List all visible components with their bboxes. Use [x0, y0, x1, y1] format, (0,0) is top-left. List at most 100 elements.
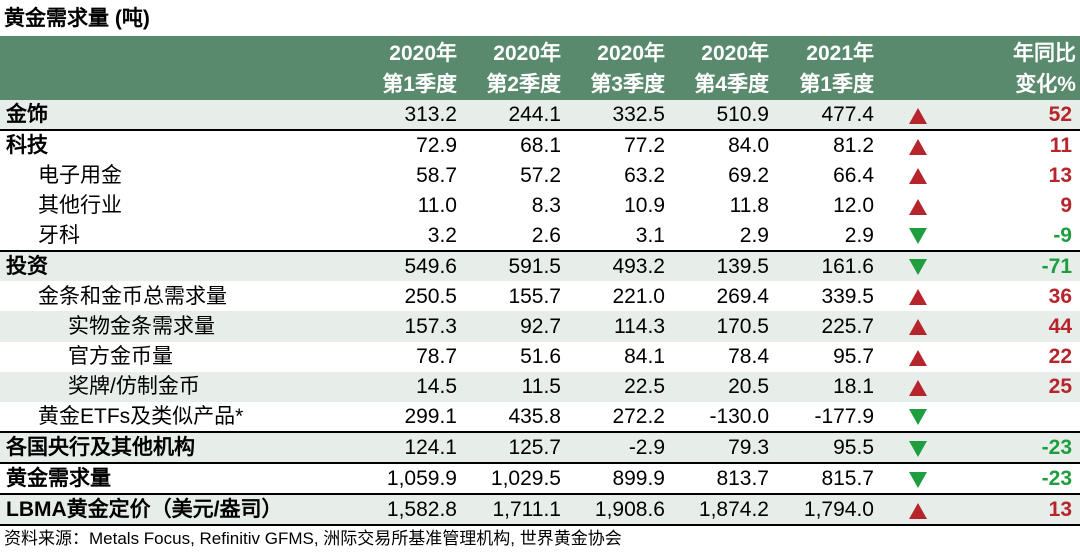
value-cell: 155.7 [508, 284, 561, 308]
value-cell: 1,711.1 [461, 493, 565, 527]
header-col-4: 2020年 第4季度 [694, 42, 769, 96]
value-cell: 63.2 [624, 163, 665, 187]
value-cell: 2.9 [844, 223, 874, 247]
value-cell: 815.7 [773, 462, 878, 495]
value-cell: 250.5 [404, 284, 457, 308]
table-row: 牙科 3.2 2.6 3.1 2.9 2.9 -9 [0, 221, 1080, 251]
value-cell: 79.3 [669, 431, 773, 464]
value-cell: 299.1 [404, 404, 457, 428]
triangle-up-icon [909, 198, 927, 215]
triangle-down-icon [909, 471, 927, 488]
table-row: 实物金条需求量 157.3 92.7 114.3 170.5 225.7 44 [0, 311, 1080, 342]
value-cell: 2.6 [531, 223, 561, 247]
trend-arrow-cell [878, 372, 958, 402]
value-cell: 1,582.8 [357, 493, 461, 527]
yoy-change-cell: 36 [1048, 284, 1072, 308]
value-cell: 78.4 [728, 345, 769, 369]
header-row: 2020年 第1季度 2020年 第2季度 2020年 第3季度 2020年 第4季度 … [0, 36, 1080, 100]
value-cell: 72.9 [357, 129, 461, 161]
value-cell: 225.7 [821, 314, 874, 338]
triangle-up-icon [909, 319, 927, 336]
value-cell: 1,029.5 [461, 462, 565, 495]
value-cell: 269.4 [716, 284, 769, 308]
yoy-change-cell: 22 [1048, 345, 1072, 369]
trend-arrow-cell [878, 160, 958, 190]
trend-arrow-cell [878, 402, 958, 432]
row-label: 牙科 [38, 223, 80, 247]
value-cell: 3.1 [635, 223, 665, 247]
table-row: LBMA黄金定价（美元/盎司） 1,582.8 1,711.1 1,908.6 1,87… [0, 493, 1080, 527]
triangle-up-icon [909, 379, 927, 396]
value-cell: 1,059.9 [357, 462, 461, 495]
yoy-change-cell: 13 [1048, 163, 1072, 187]
trend-arrow-cell [878, 100, 958, 130]
value-cell: 8.3 [531, 194, 561, 218]
value-cell: 549.6 [357, 249, 461, 282]
value-cell: 92.7 [520, 314, 561, 338]
yoy-change-cell: -71 [958, 249, 1080, 282]
yoy-change-cell: 44 [1048, 314, 1072, 338]
value-cell: 139.5 [669, 249, 773, 282]
value-cell: 272.2 [612, 404, 665, 428]
triangle-up-icon [909, 289, 927, 306]
value-cell: 813.7 [669, 462, 773, 495]
value-cell: 157.3 [404, 314, 457, 338]
value-cell: 22.5 [624, 375, 665, 399]
trend-arrow-cell [878, 462, 958, 495]
table-row: 黄金需求量 1,059.9 1,029.5 899.9 813.7 815.7 -23 [0, 462, 1080, 495]
row-label: 投资 [0, 249, 357, 282]
value-cell: 11.5 [521, 375, 561, 399]
triangle-down-icon [909, 409, 927, 426]
value-cell: 510.9 [716, 103, 769, 127]
triangle-up-icon [909, 138, 927, 155]
header-arrow-cell [878, 36, 958, 100]
value-cell: 11.8 [729, 194, 769, 218]
value-cell: 11.0 [417, 194, 457, 218]
value-cell: 114.3 [614, 314, 665, 338]
yoy-change-cell: 9 [1060, 194, 1072, 218]
trend-arrow-cell [878, 191, 958, 221]
value-cell: 591.5 [461, 249, 565, 282]
value-cell: 57.2 [520, 163, 561, 187]
row-label: 黄金ETFs及类似产品* [38, 404, 244, 428]
gold-demand-table: 2020年 第1季度 2020年 第2季度 2020年 第3季度 2020年 第4季度 … [0, 36, 1080, 527]
value-cell: 78.7 [416, 345, 457, 369]
value-cell: 51.6 [520, 345, 561, 369]
table-row: 科技 72.9 68.1 77.2 84.0 81.2 11 [0, 129, 1080, 161]
row-label: 金饰 [6, 103, 48, 127]
value-cell: 77.2 [565, 129, 669, 161]
value-cell: 20.5 [728, 375, 769, 399]
value-cell: 899.9 [565, 462, 669, 495]
table-title: 黄金需求量 (吨) [4, 7, 150, 30]
value-cell: 332.5 [612, 103, 665, 127]
triangle-up-icon [909, 349, 927, 366]
trend-arrow-cell [878, 431, 958, 464]
trend-arrow-cell [878, 129, 958, 161]
table-row: 金饰 313.2 244.1 332.5 510.9 477.4 52 [0, 100, 1080, 131]
value-cell: -2.9 [565, 431, 669, 464]
table-row: 其他行业 11.0 8.3 10.9 11.8 12.0 9 [0, 191, 1080, 221]
triangle-down-icon [909, 440, 927, 457]
header-col-5: 2021年 第1季度 [799, 42, 874, 96]
value-cell: 339.5 [821, 284, 874, 308]
value-cell: 69.2 [728, 163, 769, 187]
table-row: 投资 549.6 591.5 493.2 139.5 161.6 -71 [0, 249, 1080, 282]
trend-arrow-cell [878, 281, 958, 311]
yoy-change-cell: 13 [958, 493, 1080, 527]
value-cell: 66.4 [833, 163, 874, 187]
value-cell: 1,874.2 [669, 493, 773, 527]
value-cell: 477.4 [821, 103, 874, 127]
yoy-change-cell: -23 [958, 462, 1080, 495]
triangle-up-icon [909, 168, 927, 185]
yoy-change-cell [958, 402, 1080, 432]
row-label: 实物金条需求量 [68, 314, 215, 338]
trend-arrow-cell [878, 221, 958, 251]
trend-arrow-cell [878, 249, 958, 282]
header-col-1: 2020年 第1季度 [382, 42, 457, 96]
table-row: 金条和金币总需求量 250.5 155.7 221.0 269.4 339.5 36 [0, 281, 1080, 311]
row-label: LBMA黄金定价（美元/盎司） [0, 493, 357, 527]
value-cell: 221.0 [612, 284, 665, 308]
table-row: 黄金ETFs及类似产品* 299.1 435.8 272.2 -130.0 -177.9 [0, 402, 1080, 432]
triangle-down-icon [909, 259, 927, 276]
row-label: 各国央行及其他机构 [0, 431, 357, 464]
